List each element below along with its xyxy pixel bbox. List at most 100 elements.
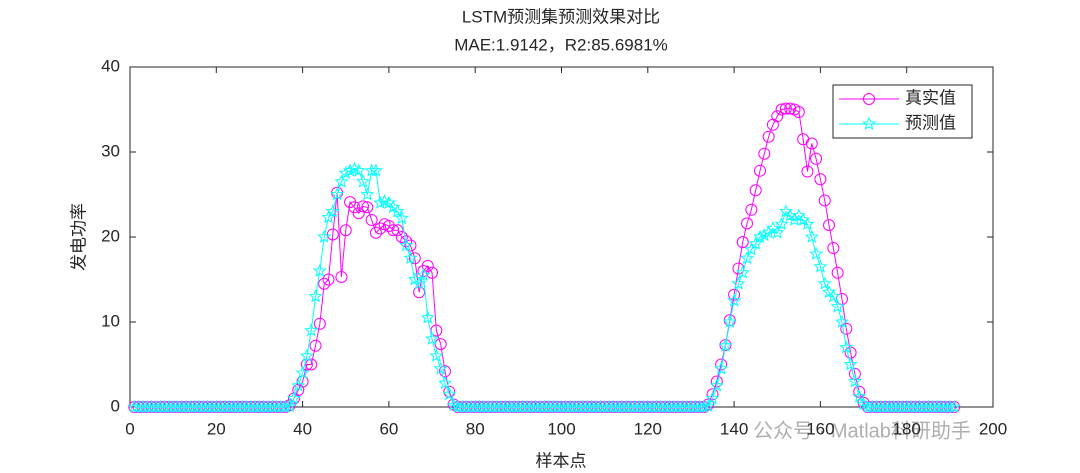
star-marker	[278, 399, 293, 413]
legend-marker	[862, 116, 876, 130]
y-tick-label: 0	[111, 396, 120, 415]
legend-box	[832, 84, 973, 139]
circle-marker	[771, 110, 784, 123]
circle-marker	[361, 201, 374, 214]
circle-marker	[348, 201, 361, 214]
circle-marker	[365, 214, 378, 226]
x-tick-label: 80	[466, 419, 485, 438]
star-marker	[740, 250, 754, 265]
star-marker	[830, 299, 845, 313]
circle-marker	[810, 152, 823, 165]
circle-marker	[736, 236, 749, 249]
star-marker	[852, 389, 867, 403]
x-tick-label: 140	[720, 419, 748, 438]
x-tick-label: 0	[125, 419, 134, 438]
star-marker	[403, 250, 418, 265]
star-marker	[369, 163, 383, 177]
circle-marker	[805, 137, 818, 150]
star-marker	[438, 375, 452, 390]
circle-marker	[352, 207, 365, 220]
star-marker	[727, 293, 742, 307]
star-marker	[856, 397, 871, 411]
circle-marker	[309, 339, 322, 352]
circle-marker	[421, 259, 434, 272]
star-marker	[291, 378, 306, 392]
star-marker	[390, 204, 405, 218]
circle-marker	[758, 147, 771, 160]
star-marker	[839, 340, 854, 354]
circle-marker	[318, 277, 331, 290]
star-marker	[347, 161, 362, 175]
star-marker	[809, 246, 824, 260]
star-marker	[416, 267, 431, 282]
star-marker	[800, 216, 815, 231]
y-tick-label: 30	[101, 141, 120, 160]
star-marker	[295, 365, 310, 379]
circle-marker	[335, 270, 348, 283]
circle-marker	[827, 242, 840, 255]
star-marker	[282, 398, 297, 413]
circle-marker	[775, 103, 788, 116]
star-marker	[817, 276, 832, 290]
legend-label: 预测值	[905, 113, 956, 132]
star-marker	[731, 276, 746, 290]
star-marker	[429, 348, 444, 362]
star-marker	[360, 187, 375, 201]
star-marker	[317, 229, 332, 243]
star-marker	[843, 357, 858, 371]
star-marker	[714, 361, 729, 375]
circle-marker	[357, 200, 370, 213]
star-marker	[312, 263, 327, 277]
star-marker	[321, 210, 336, 224]
y-tick-label: 40	[101, 56, 120, 75]
star-marker	[701, 398, 716, 413]
y-tick-label: 10	[101, 311, 120, 330]
x-tick-label: 20	[207, 419, 226, 438]
star-marker	[299, 348, 314, 362]
x-tick-label: 180	[893, 419, 921, 438]
circle-marker	[430, 324, 443, 337]
x-tick-label: 120	[634, 419, 662, 438]
star-marker	[412, 276, 427, 290]
star-marker	[757, 227, 772, 242]
x-tick-label: 200	[979, 419, 1007, 438]
circle-marker	[391, 224, 404, 237]
star-marker	[718, 338, 733, 352]
circle-marker	[745, 203, 758, 216]
star-marker	[735, 265, 750, 279]
circle-marker	[792, 106, 805, 119]
circle-marker	[818, 194, 831, 207]
star-marker	[377, 193, 392, 208]
circle-marker	[305, 358, 318, 371]
circle-marker	[831, 266, 844, 279]
star-marker	[446, 397, 461, 412]
circle-marker	[753, 164, 766, 177]
star-marker	[804, 229, 819, 243]
circle-marker	[369, 226, 382, 239]
circle-marker	[408, 252, 421, 265]
star-marker	[947, 399, 962, 413]
x-tick-label: 160	[806, 419, 834, 438]
y-tick-label: 20	[101, 226, 120, 245]
circle-marker	[741, 217, 754, 230]
chart-subtitle: MAE:1.9142，R2:85.6981%	[454, 35, 668, 54]
circle-marker	[779, 102, 792, 115]
star-marker	[847, 374, 862, 388]
x-tick-label: 40	[293, 419, 312, 438]
circle-marker	[823, 219, 836, 232]
series-markers	[127, 161, 962, 413]
star-marker	[813, 259, 828, 273]
circle-marker	[706, 388, 719, 401]
star-marker	[696, 399, 711, 413]
star-marker	[287, 391, 301, 405]
star-marker	[753, 229, 767, 243]
star-marker	[325, 204, 340, 218]
star-marker	[826, 289, 841, 303]
star-marker	[748, 236, 763, 250]
circle-marker	[749, 184, 762, 197]
legend-marker	[863, 93, 875, 105]
star-marker	[338, 165, 353, 180]
star-marker	[442, 386, 457, 401]
star-marker	[330, 187, 345, 201]
chart-title: LSTM预测集预测效果对比	[462, 7, 660, 26]
